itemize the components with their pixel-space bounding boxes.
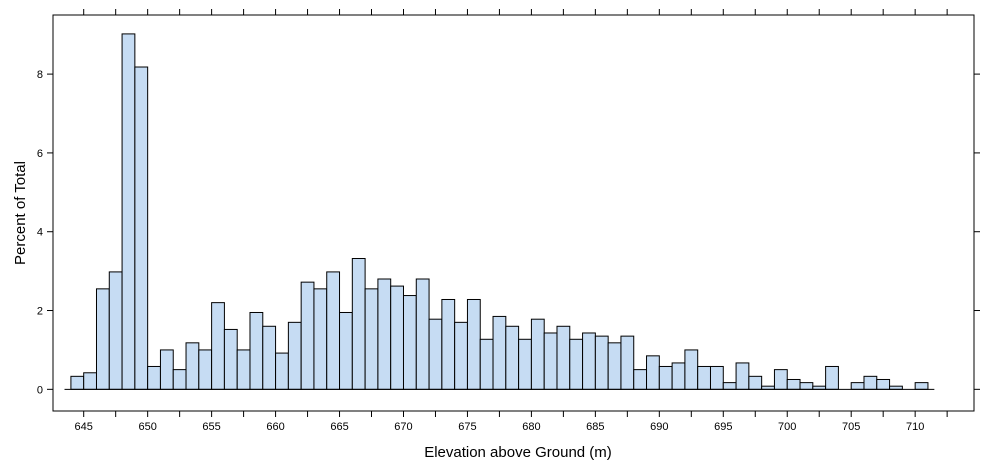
histogram-bar [351, 258, 366, 390]
histogram-bar [454, 321, 468, 390]
histogram-bar [390, 285, 404, 390]
histogram-bar [594, 335, 609, 390]
histogram-bar [530, 318, 545, 390]
histogram-bar [876, 378, 891, 390]
histogram-bar [786, 378, 801, 390]
histogram-bar [428, 318, 443, 390]
histogram-bar [914, 382, 929, 390]
histogram-bar [236, 349, 251, 390]
histogram-bar [671, 362, 686, 390]
histogram-bar [505, 325, 520, 390]
histogram-bar [223, 328, 238, 390]
histogram-bar [582, 332, 596, 390]
histogram-bar [95, 288, 110, 390]
histogram-bar [441, 298, 456, 390]
x-tick-label: 655 [202, 421, 220, 433]
y-axis-title: Percent of Total [12, 161, 29, 265]
histogram-bar [748, 375, 763, 390]
x-axis-title: Elevation above Ground (m) [424, 444, 612, 461]
histogram-bar [709, 365, 724, 390]
x-tick-label: 690 [650, 421, 668, 433]
histogram-bar [633, 369, 648, 390]
histogram-bar [518, 338, 532, 390]
histogram-bar [684, 349, 699, 390]
histogram-bar [275, 352, 289, 390]
plot-panel [52, 14, 975, 412]
histogram-bar [70, 375, 85, 390]
histogram-bar [863, 375, 878, 390]
histogram-bar [185, 342, 200, 390]
histogram-bar [287, 321, 302, 390]
histogram-bar [172, 369, 187, 390]
bars-group [70, 33, 929, 390]
histogram-bar [313, 288, 328, 390]
x-tick-label: 660 [266, 421, 284, 433]
y-axis-ticks: 0 2 4 6 8 [37, 69, 980, 396]
histogram-bar [825, 365, 839, 390]
histogram-bar [121, 33, 136, 390]
x-tick-label: 705 [842, 421, 860, 433]
histogram-bar [198, 349, 213, 390]
histogram-bar [735, 362, 750, 390]
x-tick-label: 710 [906, 421, 924, 433]
histogram-bar [466, 298, 481, 390]
x-tick-label: 695 [714, 421, 732, 433]
histogram-bar [83, 372, 97, 390]
histogram-bar [722, 382, 737, 390]
x-tick-label: 675 [458, 421, 476, 433]
x-tick-label: 665 [330, 421, 348, 433]
histogram-bar [569, 338, 584, 390]
y-tick-label: 6 [37, 148, 43, 160]
histogram-bar [415, 278, 430, 390]
histogram-bar [479, 338, 494, 390]
histogram-bar [159, 349, 174, 390]
x-tick-label: 650 [138, 421, 156, 433]
histogram-bar [620, 335, 635, 390]
histogram-bar [556, 325, 571, 390]
histogram-bar [249, 311, 264, 390]
histogram-bar [134, 66, 149, 390]
x-tick-label: 670 [394, 421, 412, 433]
x-axis-ticks: 645 650 655 660 665 670 675 680 685 690 695 700 705 7… [75, 9, 948, 433]
x-tick-label: 680 [522, 421, 540, 433]
histogram-bar [377, 278, 392, 390]
x-tick-label: 700 [778, 421, 796, 433]
histogram-bar [646, 355, 660, 390]
x-tick-label: 645 [75, 421, 93, 433]
histogram-bar [211, 302, 225, 390]
histogram-bar [799, 382, 814, 390]
histogram-bar [300, 281, 315, 390]
histogram-bar [697, 365, 711, 390]
histogram-bar [773, 369, 788, 390]
y-tick-label: 2 [37, 306, 43, 318]
histogram-bar [492, 315, 507, 390]
histogram-bar [147, 365, 161, 390]
histogram-bar [339, 311, 353, 390]
histogram-bar [108, 271, 123, 390]
histogram-bar [402, 295, 417, 390]
y-tick-label: 8 [37, 69, 43, 81]
histogram-bar [658, 365, 673, 390]
histogram-bar [607, 342, 622, 390]
histogram-bar [543, 332, 558, 390]
histogram-bar [326, 271, 341, 390]
histogram-bar [262, 325, 277, 390]
histogram-bar [850, 382, 865, 390]
y-tick-label: 0 [37, 384, 43, 396]
histogram-bar [364, 288, 379, 390]
x-tick-label: 685 [586, 421, 604, 433]
y-tick-label: 4 [37, 227, 43, 239]
